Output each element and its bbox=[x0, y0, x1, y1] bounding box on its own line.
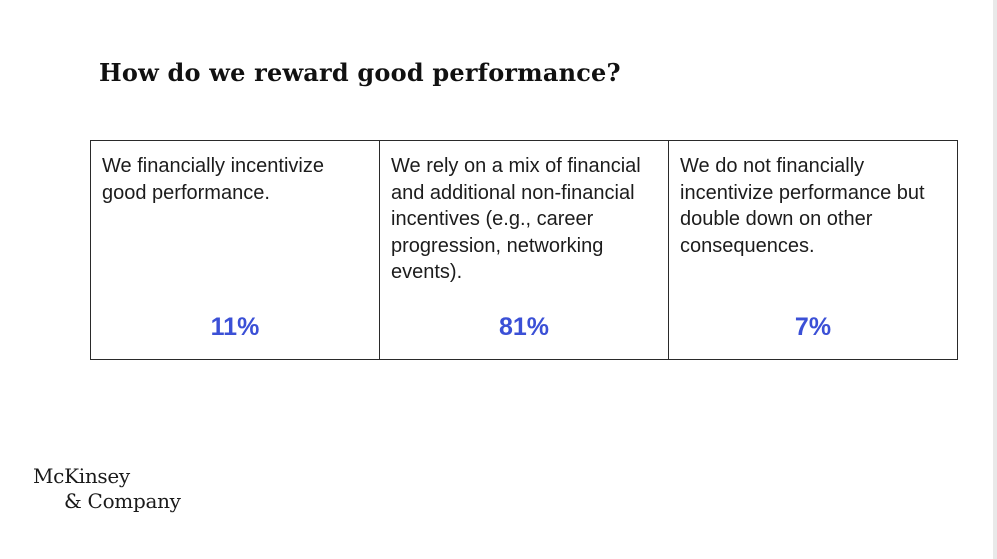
options-table: We financially incentivize good performa… bbox=[90, 140, 958, 360]
option-cell-non-financial: We do not financially incentivize perfor… bbox=[669, 141, 957, 359]
option-text: We rely on a mix of financial and additi… bbox=[391, 155, 641, 283]
logo-line-2: & Company bbox=[64, 489, 181, 513]
option-percent: 81% bbox=[498, 313, 550, 341]
option-percent: 7% bbox=[794, 313, 832, 341]
slide-title: How do we reward good performance? bbox=[99, 58, 621, 87]
option-cell-mix: We rely on a mix of financial and additi… bbox=[380, 141, 669, 359]
logo-line-1: McKinsey bbox=[33, 464, 130, 488]
option-text: We do not financially incentivize perfor… bbox=[680, 155, 925, 257]
option-cell-financial: We financially incentivize good performa… bbox=[91, 141, 380, 359]
option-text: We financially incentivize good performa… bbox=[102, 155, 324, 204]
slide-edge bbox=[993, 0, 997, 559]
mckinsey-logo: McKinsey & Company bbox=[33, 464, 181, 514]
option-percent: 11% bbox=[210, 313, 260, 341]
